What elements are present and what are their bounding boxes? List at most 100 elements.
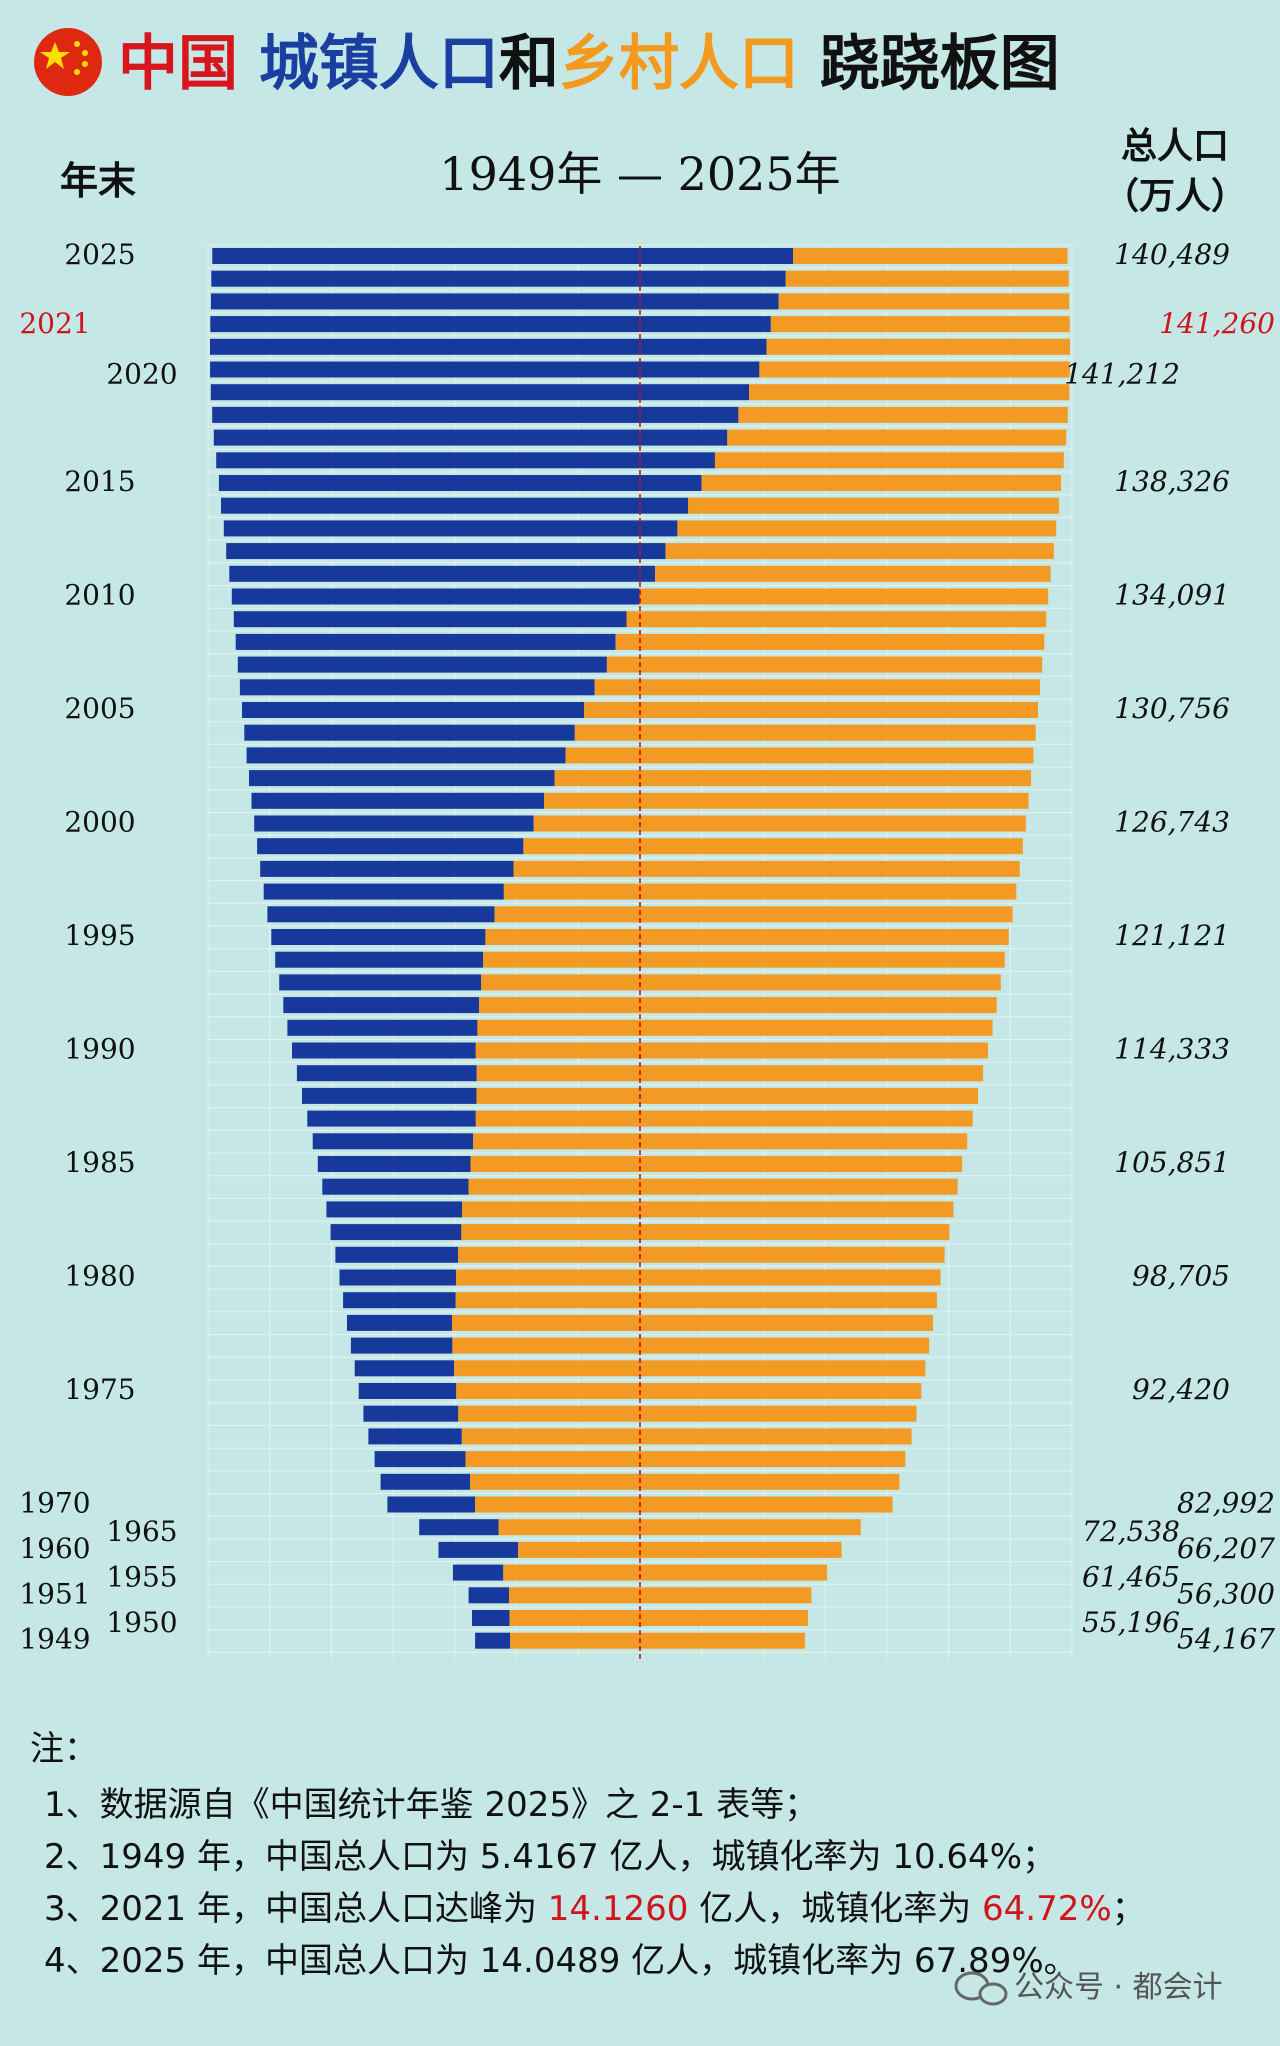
total-data-label: 130,756 bbox=[1114, 692, 1230, 725]
bar-urban bbox=[358, 1383, 457, 1399]
bar-urban bbox=[354, 1360, 455, 1377]
total-data-label: 138,326 bbox=[1114, 465, 1230, 498]
note-segment: 4、2025 年，中国总人口为 14.0489 亿人，城镇化率为 67.89%。 bbox=[44, 1941, 1078, 1981]
bar-rural bbox=[468, 1178, 958, 1195]
bar-rural bbox=[477, 1019, 993, 1036]
total-axis-title-line1: 总人口 bbox=[1121, 125, 1229, 167]
bar-rural bbox=[485, 929, 1009, 945]
page-title: 中国 城镇人口和乡村人口 跷跷板图 bbox=[118, 29, 1060, 99]
bar-rural bbox=[778, 293, 1070, 310]
bar-rural bbox=[688, 497, 1059, 514]
bar-rural bbox=[461, 1224, 950, 1241]
total-data-label: 56,300 bbox=[1177, 1577, 1275, 1610]
year-tick-label: 1965 bbox=[106, 1515, 177, 1548]
bar-urban bbox=[472, 1610, 510, 1626]
bar-urban bbox=[211, 270, 786, 287]
bar-rural bbox=[475, 1110, 973, 1127]
bar-rural bbox=[554, 770, 1031, 787]
bar-rural bbox=[462, 1201, 954, 1218]
total-data-label: 82,992 bbox=[1177, 1487, 1275, 1520]
bar-rural bbox=[749, 384, 1070, 401]
year-tick-label: 1980 bbox=[64, 1260, 135, 1293]
bar-rural bbox=[770, 316, 1070, 333]
bar-urban bbox=[223, 520, 678, 537]
flag bbox=[34, 28, 102, 96]
bar-rural bbox=[523, 838, 1023, 855]
bar-urban bbox=[468, 1587, 509, 1604]
bar-rural bbox=[518, 1541, 842, 1558]
note-segment: 3、2021 年，中国总人口达峰为 bbox=[44, 1889, 548, 1929]
bar-rural bbox=[456, 1269, 941, 1286]
bar-urban bbox=[267, 906, 495, 923]
bar-rural bbox=[701, 475, 1061, 491]
bar-rural bbox=[476, 1087, 978, 1104]
bar-urban bbox=[279, 974, 482, 991]
year-tick-label: 1990 bbox=[64, 1033, 135, 1066]
year-tick-label: 1955 bbox=[106, 1561, 177, 1594]
bar-urban bbox=[260, 860, 514, 877]
bar-rural bbox=[785, 270, 1069, 287]
bar-rural bbox=[565, 747, 1034, 764]
total-data-label: 66,207 bbox=[1177, 1532, 1275, 1565]
bar-urban bbox=[287, 1019, 478, 1036]
flag-star-small bbox=[74, 69, 80, 75]
bar-urban bbox=[419, 1519, 499, 1536]
bar-rural bbox=[475, 1496, 893, 1513]
bar-urban bbox=[235, 633, 616, 650]
bar-rural bbox=[465, 1451, 906, 1468]
bar-rural bbox=[483, 951, 1005, 968]
bar-urban bbox=[210, 338, 767, 355]
bar-urban bbox=[249, 770, 555, 787]
year-tick-label: 1995 bbox=[64, 919, 135, 952]
total-data-label: 140,489 bbox=[1114, 238, 1230, 271]
bar-urban bbox=[251, 792, 545, 809]
bar-rural bbox=[475, 1042, 988, 1059]
bar-urban bbox=[326, 1201, 462, 1218]
bar-rural bbox=[793, 248, 1068, 264]
flag-star-small bbox=[82, 50, 88, 56]
bar-rural bbox=[574, 724, 1036, 741]
total-data-label: 98,705 bbox=[1132, 1260, 1230, 1293]
bar-rural bbox=[470, 1473, 900, 1490]
bar-urban bbox=[343, 1292, 456, 1309]
bar-rural bbox=[509, 1587, 812, 1604]
title-part: 和 bbox=[499, 29, 559, 99]
flag-star-small bbox=[74, 41, 80, 47]
year-tick-label: 1985 bbox=[64, 1146, 135, 1179]
total-data-label: 114,333 bbox=[1114, 1033, 1230, 1066]
total-data-label: 54,167 bbox=[1177, 1623, 1275, 1656]
bar-rural bbox=[759, 361, 1070, 378]
bar-urban bbox=[292, 1042, 476, 1059]
note-line: 2、1949 年，中国总人口为 5.4167 亿人，城镇化率为 10.64%； bbox=[44, 1837, 1056, 1877]
bar-urban bbox=[257, 838, 524, 855]
note-segment: 亿人，城镇化率为 bbox=[688, 1889, 982, 1929]
bar-urban bbox=[387, 1496, 476, 1513]
bar-urban bbox=[368, 1428, 462, 1445]
bar-rural bbox=[714, 452, 1064, 469]
bar-urban bbox=[226, 543, 666, 560]
bar-urban bbox=[246, 747, 566, 764]
year-tick-label: 1951 bbox=[19, 1577, 90, 1610]
bar-rural bbox=[476, 1065, 984, 1082]
bar-rural bbox=[454, 1360, 926, 1377]
bar-rural bbox=[452, 1337, 930, 1354]
bar-rural bbox=[655, 565, 1051, 582]
total-data-label: 92,420 bbox=[1132, 1373, 1230, 1406]
bar-urban bbox=[242, 702, 585, 718]
bar-urban bbox=[254, 815, 534, 832]
year-tick-label: 2025 bbox=[64, 238, 135, 271]
bar-urban bbox=[263, 883, 504, 900]
bar-urban bbox=[312, 1133, 474, 1150]
wechat-icon-bubble bbox=[978, 1982, 1008, 2006]
bar-urban bbox=[296, 1065, 477, 1082]
bar-rural bbox=[727, 429, 1067, 446]
title-part: 中国 bbox=[118, 29, 259, 99]
subtitle: 1949年 — 2025年 bbox=[439, 147, 840, 201]
bar-urban bbox=[231, 588, 640, 605]
total-data-label: 55,196 bbox=[1082, 1606, 1180, 1639]
bar-rural bbox=[766, 338, 1070, 355]
total-data-label: 121,121 bbox=[1114, 919, 1230, 952]
bar-urban bbox=[330, 1224, 462, 1241]
bar-rural bbox=[513, 860, 1020, 877]
bar-urban bbox=[322, 1178, 469, 1195]
